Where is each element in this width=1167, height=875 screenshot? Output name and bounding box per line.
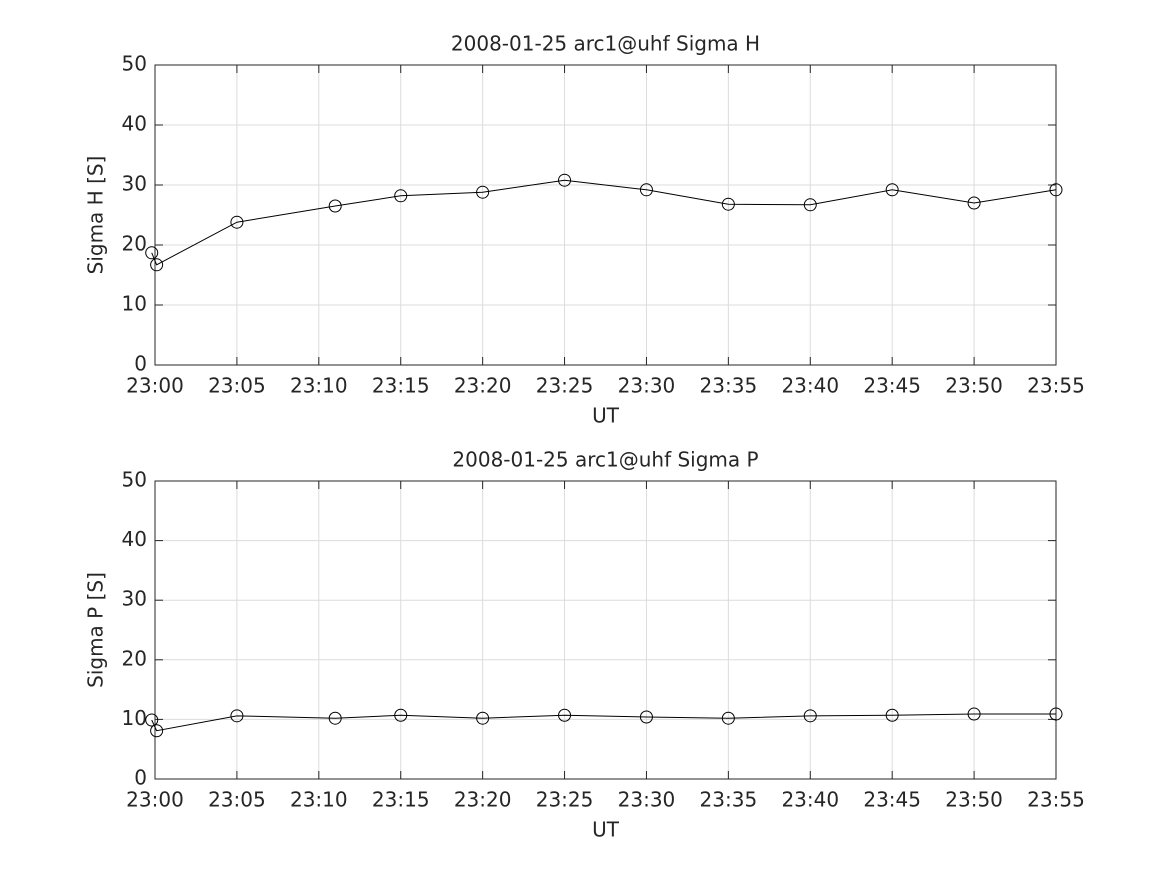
data-point bbox=[967, 707, 981, 721]
axes-box bbox=[154, 64, 1057, 366]
data-point bbox=[885, 708, 899, 722]
data-point bbox=[1049, 707, 1063, 721]
x-tick-label: 23:20 bbox=[454, 788, 512, 812]
x-tick-label: 23:05 bbox=[208, 788, 266, 812]
data-point bbox=[558, 173, 572, 187]
x-tick-label: 23:05 bbox=[208, 374, 266, 398]
x-axis-label: UT bbox=[592, 404, 620, 428]
data-point bbox=[558, 708, 572, 722]
data-point bbox=[721, 711, 735, 725]
data-point bbox=[328, 199, 342, 213]
x-tick-label: 23:10 bbox=[290, 788, 348, 812]
series-line bbox=[151, 713, 1056, 732]
data-point bbox=[394, 189, 408, 203]
x-axis-label: UT bbox=[592, 818, 620, 842]
x-tick-label: 23:35 bbox=[700, 788, 758, 812]
x-tick-label: 23:00 bbox=[126, 788, 184, 812]
x-tick-label: 23:45 bbox=[863, 788, 921, 812]
x-tick-label: 23:20 bbox=[454, 374, 512, 398]
x-tick-label: 23:00 bbox=[126, 374, 184, 398]
x-tick-label: 23:50 bbox=[945, 374, 1003, 398]
data-point bbox=[230, 215, 244, 229]
data-point bbox=[394, 708, 408, 722]
data-point bbox=[145, 713, 159, 727]
y-tick-label: 50 bbox=[122, 468, 147, 492]
data-point bbox=[639, 710, 653, 724]
data-point bbox=[803, 709, 817, 723]
plot-area bbox=[155, 481, 1056, 779]
x-tick-label: 23:10 bbox=[290, 374, 348, 398]
x-tick-label: 23:15 bbox=[372, 374, 430, 398]
plot-area bbox=[155, 65, 1056, 365]
x-tick-label: 23:50 bbox=[945, 788, 1003, 812]
x-tick-label: 23:55 bbox=[1027, 788, 1085, 812]
data-point bbox=[885, 183, 899, 197]
data-point bbox=[150, 258, 164, 272]
data-point bbox=[476, 711, 490, 725]
axes-box bbox=[154, 480, 1057, 780]
series-line bbox=[151, 179, 1057, 266]
y-tick-label: 10 bbox=[122, 292, 147, 316]
x-tick-label: 23:30 bbox=[618, 374, 676, 398]
chart-title: 2008-01-25 arc1@uhf Sigma P bbox=[452, 448, 758, 472]
data-point bbox=[150, 724, 164, 738]
x-tick-label: 23:40 bbox=[781, 788, 839, 812]
y-tick-label: 0 bbox=[134, 766, 147, 790]
data-point bbox=[639, 183, 653, 197]
data-point bbox=[230, 709, 244, 723]
data-point bbox=[1049, 183, 1063, 197]
data-point bbox=[145, 246, 159, 260]
x-tick-label: 23:40 bbox=[781, 374, 839, 398]
x-tick-label: 23:45 bbox=[863, 374, 921, 398]
y-tick-label: 20 bbox=[122, 646, 147, 670]
data-point bbox=[967, 196, 981, 210]
data-point bbox=[476, 185, 490, 199]
x-tick-label: 23:15 bbox=[372, 788, 430, 812]
chart-title: 2008-01-25 arc1@uhf Sigma H bbox=[451, 32, 760, 56]
data-point bbox=[803, 198, 817, 212]
y-tick-label: 30 bbox=[122, 172, 147, 196]
y-tick-label: 20 bbox=[122, 232, 147, 256]
y-tick-label: 10 bbox=[122, 706, 147, 730]
y-tick-label: 40 bbox=[122, 112, 147, 136]
data-point bbox=[721, 197, 735, 211]
data-point bbox=[328, 711, 342, 725]
x-tick-label: 23:25 bbox=[536, 788, 594, 812]
y-tick-label: 40 bbox=[122, 527, 147, 551]
x-tick-label: 23:55 bbox=[1027, 374, 1085, 398]
y-tick-label: 30 bbox=[122, 587, 147, 611]
x-tick-label: 23:30 bbox=[618, 788, 676, 812]
y-tick-label: 50 bbox=[122, 52, 147, 76]
x-tick-label: 23:35 bbox=[700, 374, 758, 398]
y-axis-label: Sigma H [S] bbox=[84, 156, 108, 275]
x-tick-label: 23:25 bbox=[536, 374, 594, 398]
y-tick-label: 0 bbox=[134, 352, 147, 376]
y-axis-label: Sigma P [S] bbox=[84, 572, 108, 688]
